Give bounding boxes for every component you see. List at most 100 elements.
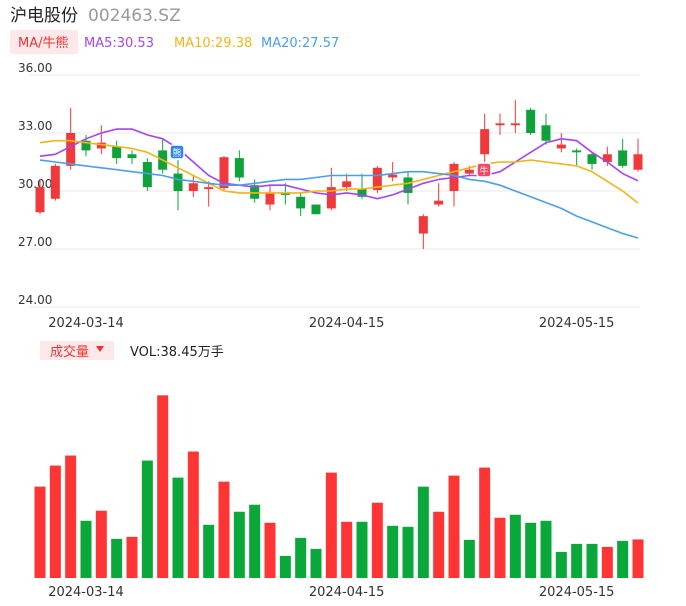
volume-bar bbox=[279, 555, 291, 578]
x-tick-label: 2024-05-15 bbox=[539, 316, 615, 331]
stock-name: 沪电股份 bbox=[10, 6, 78, 26]
volume-bar bbox=[187, 451, 199, 578]
volume-bar bbox=[525, 522, 537, 578]
candle-body bbox=[265, 192, 275, 205]
volume-bar bbox=[341, 521, 353, 578]
candle-body bbox=[66, 133, 76, 166]
candle-body bbox=[296, 196, 306, 209]
candle-body bbox=[434, 200, 444, 205]
volume-bar bbox=[356, 521, 368, 578]
volume-bar bbox=[417, 486, 429, 578]
candle-body bbox=[112, 146, 122, 159]
y-tick-label: 30.00 bbox=[18, 177, 52, 191]
legend-entry: MA20:27.57 bbox=[261, 36, 339, 51]
candle-body bbox=[372, 167, 382, 191]
volume-bar bbox=[49, 465, 61, 578]
y-tick-label: 36.00 bbox=[18, 61, 52, 75]
volume-bar bbox=[402, 526, 414, 578]
volume-bar bbox=[65, 455, 77, 578]
x-tick-label: 2024-04-15 bbox=[309, 316, 385, 331]
candle-body bbox=[587, 154, 597, 164]
volume-button[interactable]: 成交量 bbox=[50, 344, 89, 360]
signal-label: 牛 bbox=[479, 165, 488, 177]
x-tick-label: 2024-03-14 bbox=[48, 316, 124, 331]
candle-body bbox=[633, 154, 643, 170]
x-tick-label: 2024-03-14 bbox=[48, 585, 124, 600]
candle-body bbox=[142, 162, 152, 188]
candle-body bbox=[572, 150, 582, 153]
candle-body bbox=[602, 154, 612, 162]
ma-line bbox=[39, 139, 639, 204]
candle-body bbox=[510, 123, 520, 126]
signal-badge bbox=[169, 144, 185, 160]
volume-bar bbox=[141, 460, 153, 578]
candle-body bbox=[234, 158, 244, 178]
volume-bar bbox=[233, 511, 245, 578]
volume-panel: 2024-03-14 2024-04-15 2024-05-15 bbox=[34, 395, 644, 600]
candle-body bbox=[127, 154, 137, 159]
volume-bar bbox=[617, 540, 629, 578]
candle-body bbox=[464, 169, 474, 174]
volume-bar bbox=[34, 486, 46, 578]
volume-bar bbox=[586, 543, 598, 578]
volume-bar bbox=[509, 514, 521, 578]
legend-entry: MA10:29.38 bbox=[174, 36, 252, 51]
indicator-button-bg[interactable] bbox=[10, 30, 78, 54]
volume-bar bbox=[310, 548, 322, 578]
volume-bar bbox=[632, 539, 644, 578]
volume-bar bbox=[601, 546, 613, 578]
x-tick-label: 2024-05-15 bbox=[539, 585, 615, 600]
candle-body bbox=[541, 125, 551, 141]
volume-bar bbox=[264, 522, 276, 578]
indicator-button[interactable]: MA/牛熊 bbox=[18, 35, 69, 51]
candle-body bbox=[480, 129, 490, 155]
volume-bar bbox=[494, 517, 506, 578]
signal-label: 熊 bbox=[172, 147, 181, 159]
volume-bar bbox=[126, 536, 138, 578]
candle-body bbox=[418, 216, 428, 234]
x-tick-label: 2024-04-15 bbox=[309, 585, 385, 600]
volume-bar bbox=[218, 481, 230, 578]
volume-legend: VOL:38.45万手 bbox=[130, 345, 224, 360]
candle-body bbox=[50, 165, 60, 199]
candle-body bbox=[342, 181, 352, 188]
volume-bar bbox=[111, 538, 123, 578]
volume-bar bbox=[295, 537, 307, 578]
candle-body bbox=[326, 187, 336, 209]
volume-bar bbox=[555, 551, 567, 578]
candle-body bbox=[250, 185, 260, 199]
volume-bar bbox=[249, 504, 261, 578]
volume-bar bbox=[203, 524, 215, 578]
volume-bar bbox=[157, 395, 169, 578]
volume-bar bbox=[325, 472, 337, 578]
candle-body bbox=[204, 187, 214, 190]
volume-bar bbox=[448, 475, 460, 578]
candle-body bbox=[280, 192, 290, 195]
volume-bar bbox=[387, 525, 399, 578]
candle-body bbox=[96, 142, 106, 149]
candle-body bbox=[495, 123, 505, 126]
candle-body bbox=[311, 204, 321, 215]
candle-body bbox=[618, 150, 628, 166]
candle-body bbox=[388, 174, 398, 178]
candle-body bbox=[173, 173, 183, 191]
candle-body bbox=[357, 189, 367, 197]
candle-body bbox=[188, 183, 198, 191]
volume-bar bbox=[433, 511, 445, 578]
volume-bar bbox=[95, 510, 107, 578]
volume-bar bbox=[80, 520, 92, 578]
candle-body bbox=[556, 144, 566, 149]
signal-badge bbox=[476, 162, 492, 178]
stock-code: 002463.SZ bbox=[88, 6, 181, 26]
price-panel: 36.00 33.00 30.00 27.00 24.00 2024-03-14 2024-… bbox=[18, 61, 643, 331]
dropdown-arrow bbox=[96, 346, 104, 352]
volume-bar bbox=[540, 520, 552, 578]
y-tick-label: 24.00 bbox=[18, 293, 52, 307]
candle-body bbox=[81, 140, 91, 151]
volume-button-bg[interactable] bbox=[40, 341, 114, 360]
volume-bar bbox=[571, 543, 583, 578]
volume-bar bbox=[479, 467, 491, 578]
y-tick-label: 33.00 bbox=[18, 119, 52, 133]
